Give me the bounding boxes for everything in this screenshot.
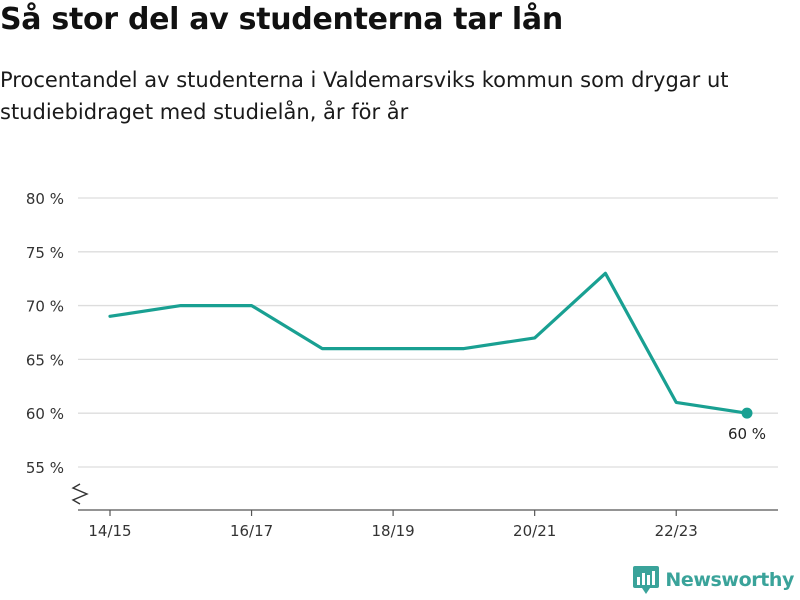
x-tick-label: 14/15 xyxy=(88,522,131,540)
end-value-label: 60 % xyxy=(728,425,766,443)
x-tick-label: 20/21 xyxy=(513,522,556,540)
y-tick-label: 55 % xyxy=(26,459,64,477)
last-data-point xyxy=(741,407,753,419)
y-tick-label: 70 % xyxy=(26,298,64,316)
newsworthy-icon xyxy=(633,566,660,594)
series: 60 % xyxy=(108,271,766,443)
x-tick-label: 16/17 xyxy=(230,522,273,540)
newsworthy-logo: Newsworthy xyxy=(633,566,794,594)
x-tick-label: 18/19 xyxy=(371,522,414,540)
gridlines xyxy=(78,197,778,468)
y-tick-label: 80 % xyxy=(26,190,64,208)
y-tick-label: 75 % xyxy=(26,244,64,262)
brand-name: Newsworthy xyxy=(665,569,794,591)
y-tick-label: 65 % xyxy=(26,351,64,369)
y-axis-ticks: 55 % 60 % 65 % 70 % 75 % 80 % xyxy=(26,190,64,477)
y-tick-label: 60 % xyxy=(26,405,64,423)
chart-title: Så stor del av studenterna tar lån xyxy=(0,2,563,37)
chart-subtitle: Procentandel av studenterna i Valdemarsv… xyxy=(0,68,729,124)
x-tick-label: 22/23 xyxy=(655,522,698,540)
x-axis-ticks: 14/15 16/17 18/19 20/21 22/23 xyxy=(88,510,698,540)
axis-break-icon xyxy=(71,483,89,505)
series-line xyxy=(108,271,749,415)
axes xyxy=(71,483,778,511)
